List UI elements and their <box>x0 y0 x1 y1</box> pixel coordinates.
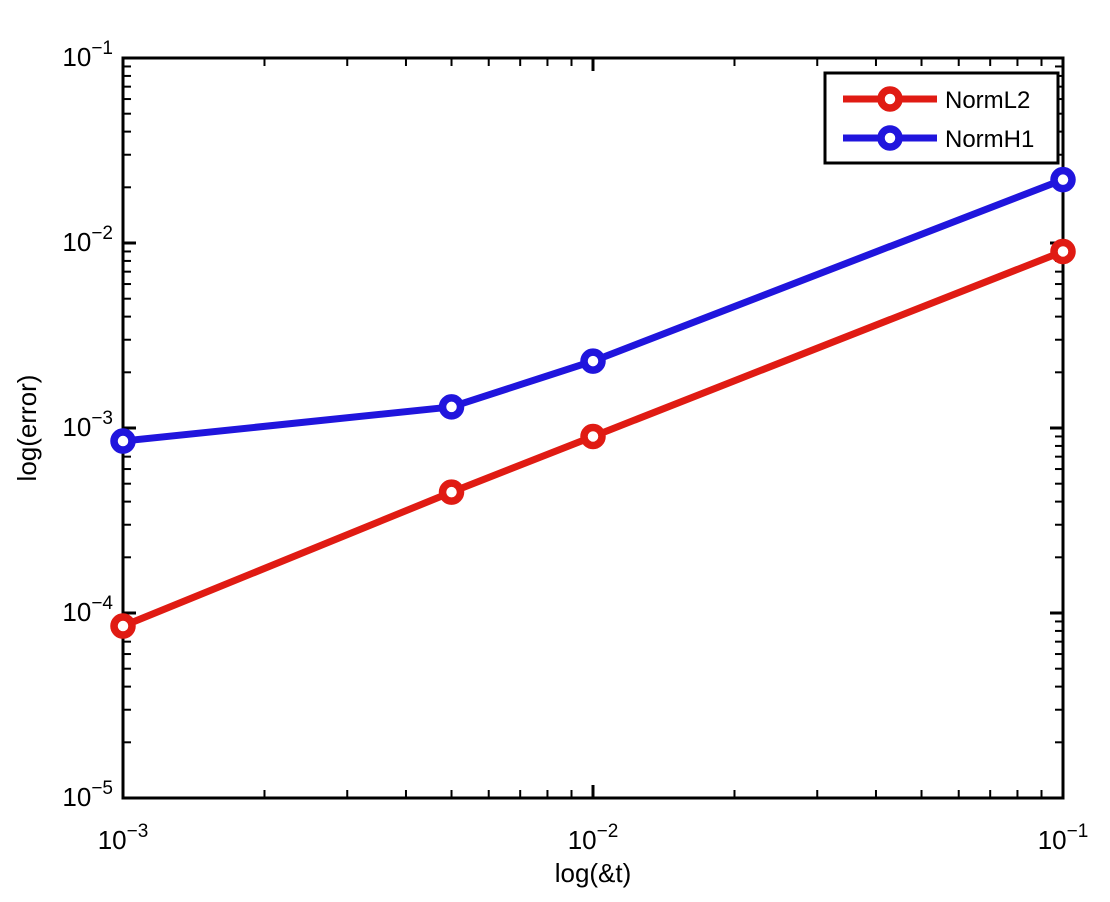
x-tick-label: 10−3 <box>98 821 149 855</box>
legend-marker-norml2-icon <box>877 86 903 112</box>
y-tick-label: 10−4 <box>62 593 113 627</box>
y-axis-label: log(error) <box>12 375 42 482</box>
y-tick-label: 10−2 <box>62 223 113 257</box>
data-point-marker-norml2 <box>1050 238 1076 265</box>
data-point-marker-normh1 <box>110 428 136 454</box>
data-point-marker-norml2 <box>580 423 606 450</box>
x-tick-label: 10−2 <box>568 821 619 855</box>
axis-box <box>121 56 1065 800</box>
x-axis-label: log(&t) <box>555 858 632 888</box>
legend-label-normh1: NormH1 <box>945 126 1034 153</box>
data-point-marker-norml2 <box>438 479 465 505</box>
legend-entry-norml2: NormL2 <box>843 86 1030 114</box>
data-point-marker-normh1 <box>580 348 606 374</box>
data-point-marker-norml2 <box>110 613 136 639</box>
x-tick-label: 10−1 <box>1038 821 1089 855</box>
y-tick-label: 10−5 <box>62 778 113 812</box>
legend-box <box>823 71 1060 165</box>
series-line-norml2 <box>121 248 1065 630</box>
y-tick-label: 10−1 <box>62 38 113 72</box>
legend: NormL2 NormH1 <box>823 71 1060 165</box>
legend-marker-normh1-icon <box>877 125 903 151</box>
legend-entry-normh1: NormH1 <box>843 125 1034 153</box>
data-point-marker-normh1 <box>1050 166 1076 193</box>
y-tick-label: 10−3 <box>62 408 113 442</box>
legend-label-norml2: NormL2 <box>945 87 1030 114</box>
series-line-normh1 <box>122 176 1065 445</box>
data-point-marker-normh1 <box>438 394 465 420</box>
